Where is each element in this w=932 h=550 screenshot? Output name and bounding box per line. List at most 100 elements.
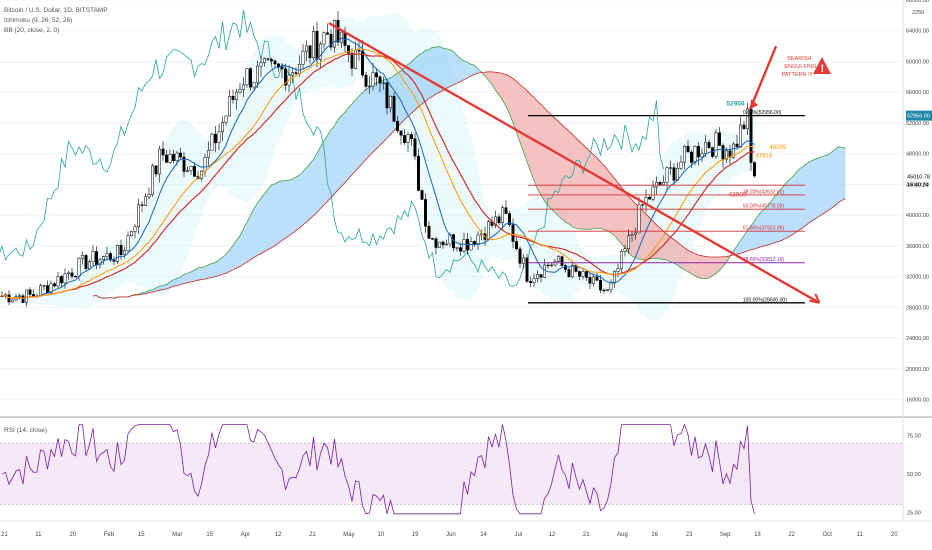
cloud-bearish-segment — [681, 245, 685, 270]
legend-rsi[interactable]: RSI (14, close) — [4, 427, 47, 434]
candle-down — [410, 134, 413, 139]
cloud-bearish-segment — [604, 165, 608, 231]
fib-level-label: 0.00%(52956.00) — [743, 110, 782, 116]
price-tick-label: 56000.00 — [906, 90, 929, 96]
cloud-bullish-segment — [474, 65, 478, 75]
cloud-bullish-segment — [215, 259, 219, 277]
cloud-bullish-segment — [373, 82, 377, 153]
candle-up — [221, 122, 224, 133]
cloud-bearish-segment — [705, 256, 709, 279]
cloud-bullish-segment — [467, 62, 471, 78]
cloud-bullish-segment — [243, 222, 247, 265]
cloud-bullish-segment — [436, 46, 440, 95]
time-axis-label: 14 — [480, 532, 487, 538]
bearish-trendline — [328, 22, 820, 304]
cloud-bullish-segment — [257, 198, 261, 256]
cloud-bearish-segment — [565, 128, 569, 225]
cloud-bullish-segment — [222, 254, 226, 275]
cloud-bullish-segment — [362, 89, 366, 164]
cloud-bullish-segment — [460, 58, 464, 82]
cloud-bullish-segment — [457, 55, 461, 84]
candle-down — [172, 154, 175, 162]
candle-up — [91, 251, 95, 262]
cloud-bullish-segment — [768, 200, 772, 245]
time-axis-label: 16 — [651, 532, 658, 538]
candle-down — [396, 121, 399, 132]
cloud-bullish-segment — [814, 158, 818, 220]
cloud-bullish-segment — [446, 48, 450, 89]
candle-up — [186, 170, 189, 172]
cloud-bullish-segment — [824, 154, 828, 213]
candle-down — [672, 167, 676, 181]
cloud-bullish-segment — [159, 285, 163, 291]
time-axis-label: 21 — [583, 532, 590, 538]
cloud-bullish-segment — [201, 266, 205, 280]
legend-symbol[interactable]: Bitcoin / U.S. Dollar, 1D, BITSTAMP — [4, 7, 108, 14]
candle-up — [445, 243, 448, 246]
candle-up — [123, 250, 126, 255]
high-label: 52956 — [727, 100, 745, 107]
candle-down — [154, 165, 158, 175]
price-tick-label: 28000.00 — [906, 305, 929, 311]
candle-up — [102, 256, 105, 261]
cloud-bullish-segment — [271, 183, 275, 248]
candle-up — [340, 31, 343, 43]
rsi-legend: RSI (14, close) — [4, 426, 47, 436]
time-axis-label: Oct — [823, 532, 833, 538]
candle-up — [116, 245, 119, 262]
bollinger-band-fill — [2, 13, 755, 321]
candle-up — [592, 276, 595, 284]
candle-down — [742, 124, 746, 129]
candle-down — [718, 132, 721, 146]
cloud-bearish-segment — [660, 228, 664, 260]
candle-up — [630, 234, 634, 237]
candle-up — [683, 145, 686, 163]
chikou-span — [0, 10, 664, 287]
cloud-bullish-segment — [341, 112, 345, 187]
candle-up — [49, 283, 53, 294]
cloud-bullish-segment — [282, 180, 286, 241]
time-axis-label: 15 — [138, 532, 145, 538]
cloud-bearish-segment — [523, 87, 527, 162]
cloud-bearish-segment — [646, 214, 650, 261]
cloud-bullish-segment — [810, 159, 814, 222]
candle-down — [417, 155, 420, 191]
candle-up — [105, 253, 109, 257]
low-label: 43900 — [729, 192, 747, 199]
cloud-bearish-segment — [597, 158, 601, 229]
candle-up — [616, 268, 620, 272]
candle-up — [305, 45, 308, 52]
time-axis-label: 10 — [378, 532, 385, 538]
cloud-bullish-segment — [254, 202, 258, 258]
legend-ichimoku[interactable]: Ichimoku (9, 26, 52, 26) — [4, 17, 73, 24]
cloud-bullish-segment — [765, 204, 769, 246]
cloud-bullish-segment — [327, 129, 331, 202]
candle-down — [385, 82, 389, 109]
candle-up — [88, 261, 91, 269]
candle-up — [158, 148, 161, 175]
candle-up — [739, 124, 742, 148]
cloud-bullish-segment — [240, 228, 244, 267]
candle-up — [651, 186, 655, 200]
cloud-bullish-segment — [289, 179, 293, 236]
cloud-bullish-segment — [807, 161, 811, 225]
candle-down — [424, 199, 427, 227]
candle-up — [700, 153, 704, 158]
tenkan-sen — [1, 37, 755, 299]
candle-up — [704, 142, 707, 154]
time-axis-label: Mar — [172, 532, 182, 538]
cloud-bearish-segment — [541, 104, 545, 202]
price-tick-label: 60000.00 — [906, 59, 929, 65]
legend-bb[interactable]: BB (20, close, 2, 0) — [4, 27, 60, 34]
candle-down — [119, 245, 123, 255]
candle-down — [753, 162, 756, 177]
candle-up — [322, 32, 326, 45]
cloud-bullish-segment — [464, 60, 468, 80]
cloud-bullish-segment — [821, 155, 825, 216]
cloud-bullish-segment — [761, 208, 765, 247]
cloud-bullish-segment — [250, 208, 254, 260]
cloud-bullish-segment — [772, 195, 776, 244]
warning-mark: ! — [821, 63, 825, 75]
cloud-bullish-segment — [751, 221, 755, 250]
